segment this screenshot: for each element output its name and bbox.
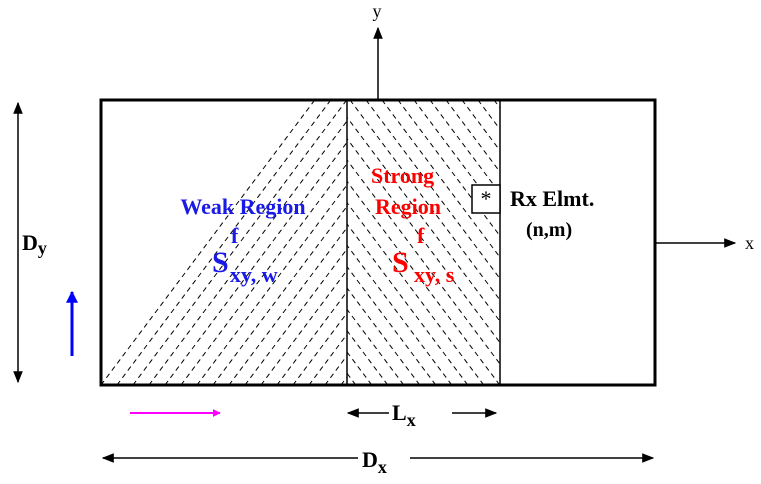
strong-region-title-line1: Strong xyxy=(371,163,434,188)
y-axis-label: y xyxy=(373,1,382,21)
rx-element-index: (n,m) xyxy=(526,219,572,241)
strong-region-subscript: xy, s xyxy=(414,262,455,287)
weak-region-superscript: f xyxy=(231,223,239,248)
weak-region-subscript: xy, w xyxy=(230,262,278,287)
strong-region-symbol: S xyxy=(392,246,409,279)
strong-region-title-line2: Region xyxy=(375,194,441,219)
dx-label: Dx xyxy=(362,447,387,477)
x-axis-label: x xyxy=(745,233,754,253)
domain-boundary xyxy=(99,98,657,387)
strong-region-hatching xyxy=(347,100,500,385)
rx-element-box xyxy=(471,184,501,214)
weak-region-symbol: S xyxy=(212,246,229,279)
rx-element-label: Rx Elmt. xyxy=(510,186,594,211)
rx-element-marker: * xyxy=(481,186,492,211)
dy-label: Dy xyxy=(22,230,47,258)
lx-label: Lx xyxy=(392,400,416,430)
weak-region-title: Weak Region xyxy=(180,194,305,219)
strong-region-superscript: f xyxy=(417,223,425,248)
